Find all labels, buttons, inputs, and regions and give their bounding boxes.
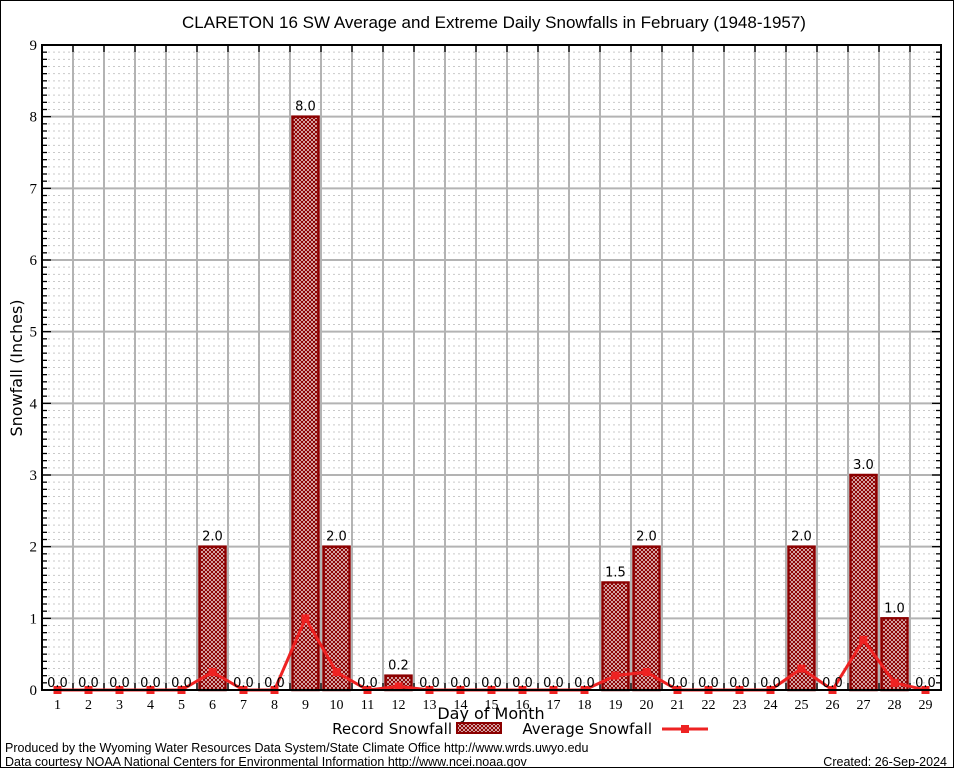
- footer-line1: Produced by the Wyoming Water Resources …: [5, 741, 589, 755]
- x-tick-label: 18: [578, 698, 592, 713]
- x-tick-label: 9: [302, 698, 309, 713]
- footer-line2: Data courtesy NOAA National Centers for …: [5, 755, 528, 768]
- record-value-label: 0.0: [698, 676, 719, 691]
- record-value-label: 0.0: [78, 676, 99, 691]
- record-value-label: 0.0: [357, 676, 378, 691]
- y-tick-label: 9: [30, 38, 38, 54]
- record-value-label: 2.0: [326, 530, 347, 545]
- average-marker: [332, 668, 341, 677]
- x-tick-label: 1: [54, 698, 61, 713]
- record-value-label: 0.0: [109, 676, 130, 691]
- x-tick-label: 27: [857, 698, 871, 713]
- x-tick-label: 17: [547, 698, 561, 713]
- y-tick-label: 0: [30, 683, 38, 699]
- y-tick-label: 3: [30, 468, 38, 484]
- y-tick-label: 1: [30, 611, 38, 627]
- record-value-label: 0.0: [233, 676, 254, 691]
- record-bar: [880, 617, 909, 692]
- x-tick-label: 10: [330, 698, 344, 713]
- record-value-label: 0.0: [915, 676, 936, 691]
- average-marker: [797, 664, 806, 673]
- x-tick-label: 21: [671, 698, 685, 713]
- x-tick-label: 13: [423, 698, 437, 713]
- x-tick-label: 14: [454, 698, 468, 713]
- record-value-label: 0.0: [512, 676, 533, 691]
- x-tick-label: 28: [888, 698, 902, 713]
- legend-average-label: Average Snowfall: [522, 720, 652, 738]
- record-value-label: 0.0: [667, 676, 688, 691]
- record-value-label: 3.0: [853, 458, 874, 473]
- legend-record-label: Record Snowfall: [332, 720, 452, 738]
- average-marker: [642, 668, 651, 677]
- record-value-label: 2.0: [636, 530, 657, 545]
- x-axis-title: Day of Month: [437, 704, 544, 723]
- footer: Produced by the Wyoming Water Resources …: [5, 741, 947, 769]
- x-tick-label: 8: [271, 698, 278, 713]
- legend-average-marker-icon: [681, 725, 689, 733]
- record-value-label: 0.0: [47, 676, 68, 691]
- x-tick-label: 29: [919, 698, 933, 713]
- record-value-label: 0.0: [481, 676, 502, 691]
- x-tick-label: 16: [516, 698, 530, 713]
- y-tick-label: 6: [30, 253, 38, 269]
- record-value-label: 8.0: [295, 100, 316, 115]
- average-marker: [890, 678, 899, 687]
- y-tick-label: 2: [30, 540, 38, 556]
- y-axis-title: Snowfall (Inches): [7, 299, 26, 436]
- x-tick-label: 20: [640, 698, 654, 713]
- record-value-label: 0.0: [450, 676, 471, 691]
- average-marker: [301, 614, 310, 623]
- average-marker: [859, 635, 868, 644]
- record-value-label: 0.2: [388, 659, 409, 674]
- plot-border: [41, 44, 942, 691]
- x-tick-label: 7: [240, 698, 247, 713]
- record-value-label: 0.0: [574, 676, 595, 691]
- record-value-label: 1.5: [605, 566, 626, 581]
- record-bar: [198, 545, 227, 692]
- x-tick-label: 15: [485, 698, 499, 713]
- x-tick-label: 12: [392, 698, 406, 713]
- x-tick-label: 6: [209, 698, 216, 713]
- record-value-label: 0.0: [760, 676, 781, 691]
- record-value-label: 0.0: [419, 676, 440, 691]
- footer-created: Created: 26-Sep-2024: [823, 755, 947, 768]
- page-title: CLARETON 16 SW Average and Extreme Daily…: [182, 13, 806, 32]
- legend-record-swatch-icon: [456, 722, 502, 734]
- record-value-label: 0.0: [543, 676, 564, 691]
- y-tick-label: 5: [30, 325, 38, 341]
- y-tick-label: 4: [30, 396, 38, 412]
- y-tick-label: 8: [30, 110, 38, 126]
- x-tick-label: 2: [85, 698, 92, 713]
- x-tick-label: 23: [733, 698, 747, 713]
- record-value-label: 0.0: [140, 676, 161, 691]
- average-marker: [611, 671, 620, 680]
- legend: Record Snowfall Average Snowfall: [332, 720, 708, 738]
- x-tick-label: 26: [826, 698, 840, 713]
- x-tick-label: 19: [609, 698, 623, 713]
- record-value-label: 0.0: [729, 676, 750, 691]
- average-marker: [394, 682, 403, 691]
- record-value-label: 2.0: [791, 530, 812, 545]
- record-bar: [849, 473, 878, 692]
- x-tick-label: 3: [116, 698, 123, 713]
- record-value-label: 0.0: [264, 676, 285, 691]
- x-tick-label: 5: [178, 698, 185, 713]
- record-value-label: 0.0: [171, 676, 192, 691]
- x-tick-label: 25: [795, 698, 809, 713]
- record-value-label: 1.0: [884, 601, 905, 616]
- record-bar: [291, 115, 320, 692]
- average-marker: [208, 668, 217, 677]
- x-tick-label: 22: [702, 698, 716, 713]
- record-value-label: 2.0: [202, 530, 223, 545]
- x-tick-label: 4: [147, 698, 154, 713]
- record-value-label: 0.0: [822, 676, 843, 691]
- x-tick-label: 24: [764, 698, 778, 713]
- x-tick-label: 11: [361, 698, 374, 713]
- y-tick-label: 7: [30, 181, 38, 197]
